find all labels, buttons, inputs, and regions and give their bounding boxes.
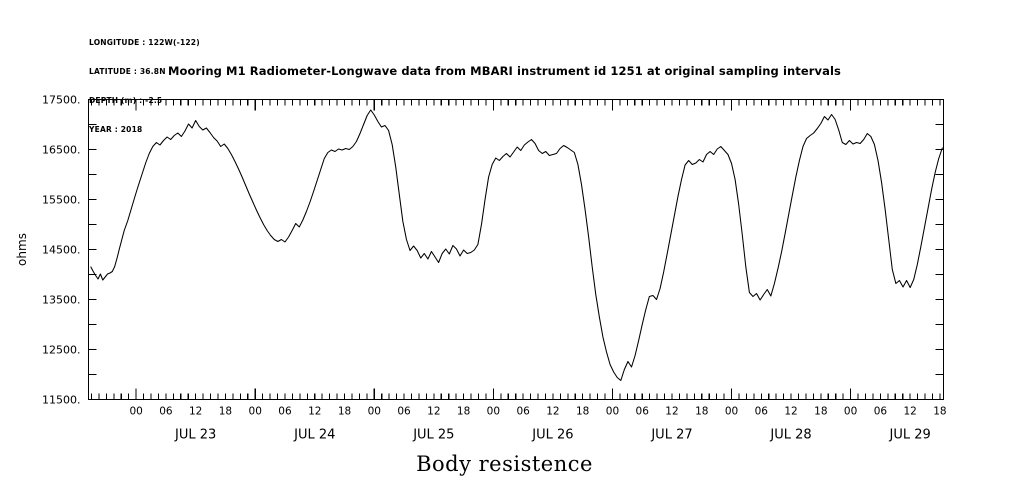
x-date-label: JUL 26	[531, 428, 573, 443]
x-hour-label: 12	[308, 406, 321, 418]
x-hour-label: 00	[725, 406, 738, 418]
x-hour-label: 00	[249, 406, 262, 418]
x-date-label: JUL 27	[650, 428, 692, 443]
x-hour-label: 18	[219, 406, 232, 418]
x-hour-label: 06	[278, 406, 292, 418]
x-date-label: JUL 24	[293, 428, 335, 443]
x-hour-label: 18	[695, 406, 708, 418]
y-tick-label: 16500.	[42, 144, 81, 157]
x-hour-label: 00	[606, 406, 619, 418]
x-hour-label: 00	[368, 406, 381, 418]
x-hour-label: 18	[576, 406, 589, 418]
x-hour-label: 12	[665, 406, 678, 418]
x-hour-label: 00	[487, 406, 500, 418]
x-date-label: JUL 29	[889, 428, 931, 443]
y-tick-label: 17500.	[42, 94, 81, 107]
year-label: YEAR : 2018	[89, 124, 143, 134]
x-hour-label: 06	[159, 406, 173, 418]
y-tick-label: 12500.	[42, 344, 81, 357]
y-tick-label: 14500.	[42, 244, 81, 257]
y-axis-label: ohms	[15, 233, 29, 266]
x-hour-label: 18	[933, 406, 946, 418]
x-hour-label: 06	[516, 406, 530, 418]
latitude-label: LATITUDE : 36.8N	[89, 66, 166, 76]
longitude-label: LONGITUDE : 122W(-122)	[89, 38, 200, 48]
x-date-label: JUL 28	[769, 428, 811, 443]
x-hour-label: 18	[814, 406, 827, 418]
y-tick-label: 13500.	[42, 294, 81, 307]
x-hour-label: 12	[546, 406, 559, 418]
x-hour-label: 00	[129, 406, 142, 418]
x-hour-label: 12	[189, 406, 202, 418]
x-date-label: JUL 25	[412, 428, 454, 443]
y-tick-label: 11500.	[42, 394, 81, 407]
x-hour-label: 06	[636, 406, 650, 418]
x-hour-label: 06	[397, 406, 411, 418]
x-hour-label: 00	[844, 406, 857, 418]
plot-frame	[87, 98, 945, 401]
chart-title: Mooring M1 Radiometer-Longwave data from…	[167, 64, 842, 78]
x-hour-label: 18	[338, 406, 351, 418]
x-hour-label: 06	[755, 406, 769, 418]
data-series-line-0	[90, 109, 943, 382]
figure-caption: Body resistence	[416, 452, 593, 476]
x-hour-label: 06	[874, 406, 888, 418]
x-hour-label: 12	[784, 406, 797, 418]
x-date-label: JUL 23	[174, 428, 216, 443]
x-hour-label: 18	[457, 406, 470, 418]
y-tick-label: 15500.	[42, 194, 81, 207]
x-hour-label: 12	[427, 406, 440, 418]
x-hour-label: 12	[903, 406, 916, 418]
